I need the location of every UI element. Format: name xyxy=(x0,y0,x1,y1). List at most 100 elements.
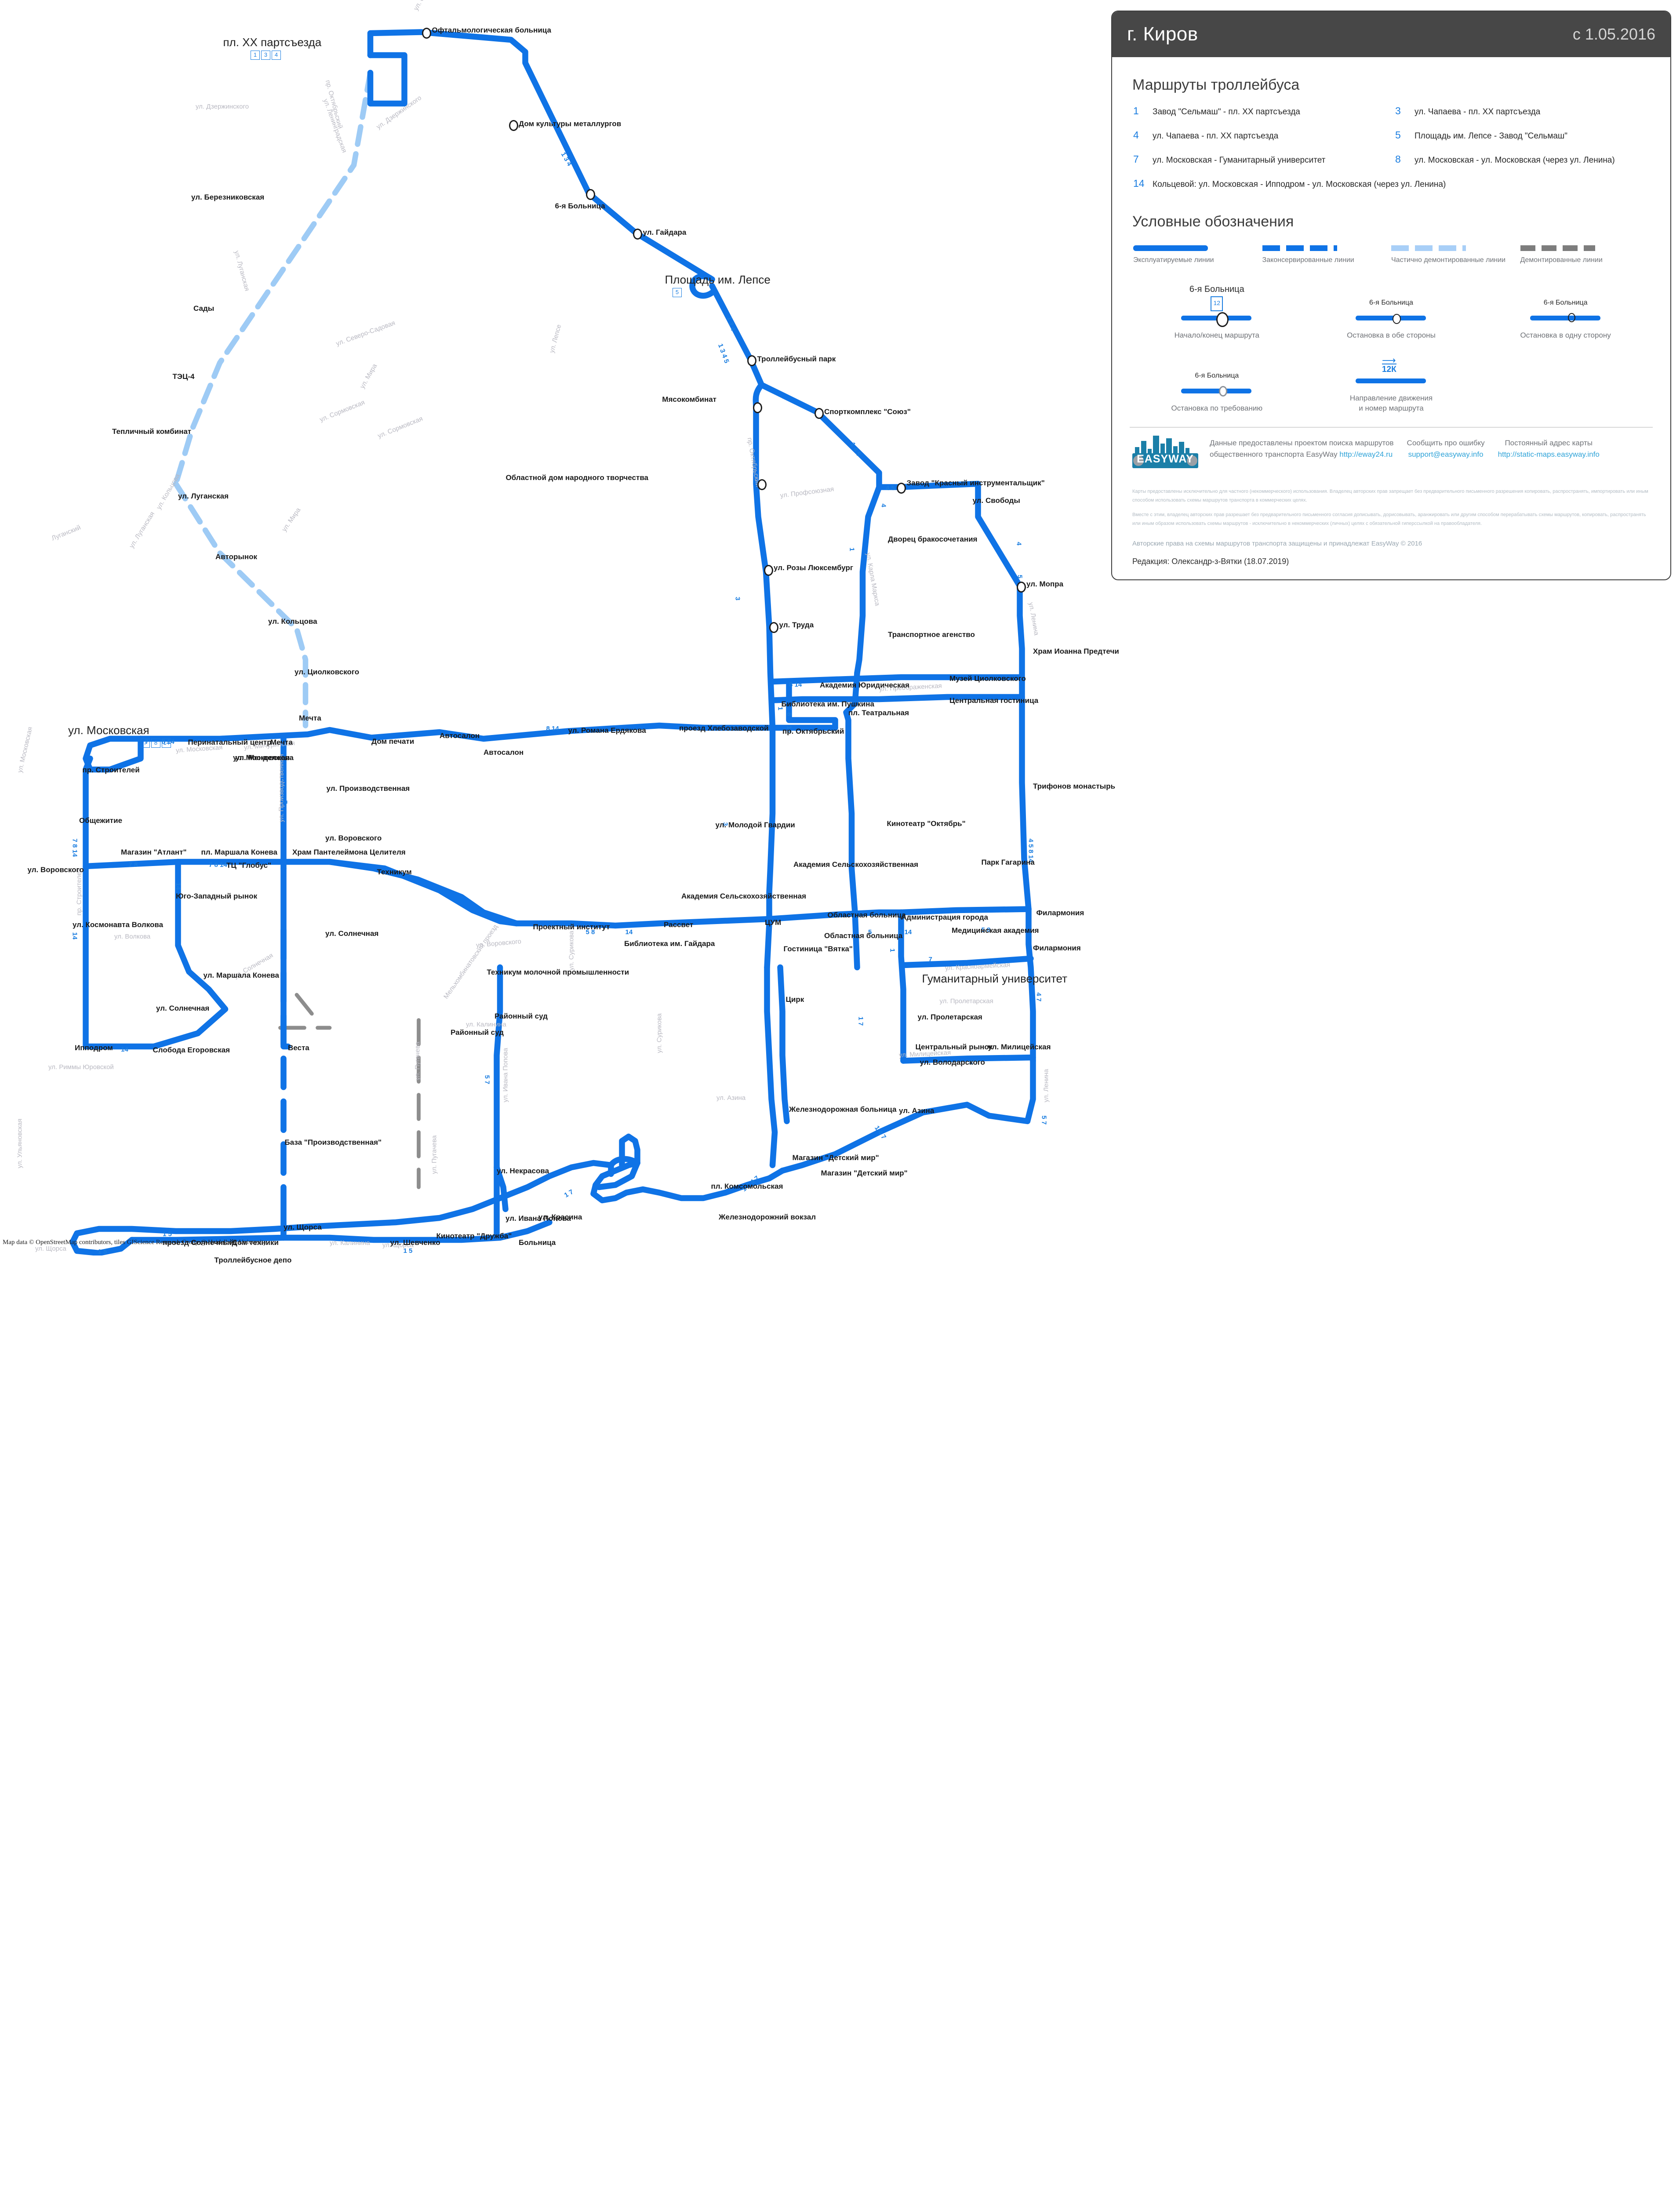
stop-label[interactable]: Академия Юридическая xyxy=(820,681,909,689)
stop-label[interactable]: пл. Комсомольская xyxy=(711,1182,783,1190)
stop-label[interactable]: ул. Розы Люксембург xyxy=(774,563,853,572)
stop-label[interactable]: Троллейбусное депо xyxy=(214,1255,292,1264)
stop-label[interactable]: ТЦ "Глобус" xyxy=(226,861,272,870)
stop-label[interactable]: Юго-Западный рынок xyxy=(176,892,258,900)
stop-label[interactable]: Проектный институт xyxy=(533,923,610,931)
stop-label[interactable]: Областная больница xyxy=(827,910,906,919)
stop-label[interactable]: Гостиница "Вятка" xyxy=(783,945,853,953)
route-item-3[interactable]: 3 ул. Чапаева - пл. ХХ партсъезда xyxy=(1395,105,1653,117)
stop-marker[interactable] xyxy=(585,189,595,200)
stop-label[interactable]: Автосалон xyxy=(484,748,524,757)
stop-label[interactable]: Транспортное агенство xyxy=(888,630,975,639)
stop-label[interactable]: ул. Производственная xyxy=(326,784,410,793)
stop-label[interactable]: ул. Красина xyxy=(538,1213,582,1221)
stop-marker[interactable] xyxy=(422,27,431,39)
stop-marker[interactable] xyxy=(753,402,762,413)
stop-label[interactable]: ул. Луганская xyxy=(178,492,229,500)
stop-label[interactable]: ул. Кольцова xyxy=(268,617,317,626)
stop-label[interactable]: ул. Некрасова xyxy=(497,1167,549,1175)
stop-marker[interactable] xyxy=(509,120,518,131)
stop-label[interactable]: 6-я Больница xyxy=(555,202,605,210)
stop-label[interactable]: Офтальмологическая больница xyxy=(432,26,551,34)
stop-label[interactable]: Областная больница xyxy=(824,932,903,940)
stop-label[interactable]: Дом техники xyxy=(232,1238,279,1247)
stop-label[interactable]: Рассвет xyxy=(664,921,694,929)
stop-marker[interactable] xyxy=(769,622,778,633)
stop-label[interactable]: Троллейбусный парк xyxy=(757,354,836,363)
stop-label[interactable]: Администрация города xyxy=(901,913,989,921)
stop-label[interactable]: ул. Маршала Конева xyxy=(203,971,279,979)
stop-label[interactable]: ул. Воровского xyxy=(325,833,382,842)
stop-label[interactable]: Тепличный комбинат xyxy=(112,427,192,436)
stop-label[interactable]: ул. Космонавта Волкова xyxy=(73,921,164,929)
stop-label[interactable]: Больница xyxy=(519,1238,556,1247)
stop-label[interactable]: ул. Ивана Попова xyxy=(505,1214,571,1223)
stop-label[interactable]: Филармония xyxy=(1033,943,1081,952)
stop-label[interactable]: ул. Гайдара xyxy=(643,228,687,237)
route-item-1[interactable]: 1 Завод "Сельмаш" - пл. ХХ партсъезда xyxy=(1133,105,1391,117)
stop-label[interactable]: Центральный рынок xyxy=(915,1042,993,1051)
stop-label[interactable]: Магазин "Детский мир" xyxy=(792,1154,879,1162)
stop-label[interactable]: Трифонов монастырь xyxy=(1033,782,1116,790)
stop-label[interactable]: Дом печати xyxy=(371,737,415,746)
stop-label[interactable]: ул. Милицейская xyxy=(988,1042,1051,1051)
stop-label[interactable]: Авторынок xyxy=(215,552,258,561)
stop-label[interactable]: проезд Солнечный xyxy=(163,1238,234,1247)
stop-label[interactable]: ул. Березниковская xyxy=(191,193,265,201)
stop-marker[interactable] xyxy=(897,482,906,494)
stop-label[interactable]: ул. Пролетарская xyxy=(917,1013,982,1021)
stop-label[interactable]: ТЭЦ-4 xyxy=(172,372,195,381)
stop-label[interactable]: пл. Маршала Конева xyxy=(201,848,278,856)
stop-label[interactable]: Академия Сельскохозяйственная xyxy=(681,892,806,900)
stop-label[interactable]: Филармония xyxy=(1036,908,1084,917)
stop-label[interactable]: Центральная гостиница xyxy=(949,696,1039,705)
stop-label[interactable]: Магазин "Атлант" xyxy=(121,848,187,856)
stop-label[interactable]: Автосалон xyxy=(440,731,480,740)
stop-label[interactable]: Мечта xyxy=(270,738,293,746)
stop-label[interactable]: Сады xyxy=(193,304,215,313)
stop-label[interactable]: ул. Труда xyxy=(779,620,814,629)
stop-label[interactable]: ул. Воровского xyxy=(27,866,84,874)
stop-label[interactable]: Железнодорожная больница xyxy=(789,1105,897,1114)
stop-label[interactable]: Завод "Красный инструментальщик" xyxy=(906,479,1045,487)
stop-label[interactable]: ул. Циолковского xyxy=(295,668,360,676)
stop-label[interactable]: Парк Гагарина xyxy=(981,858,1035,866)
stop-marker[interactable] xyxy=(633,229,642,240)
stop-label[interactable]: ЦУМ xyxy=(765,918,782,927)
terminal-label-1[interactable]: Площадь им. Лепсе xyxy=(665,273,771,286)
route-item-7[interactable]: 7 ул. Московская - Гуманитарный университ… xyxy=(1133,153,1391,165)
stop-label[interactable]: ул. Солнечная xyxy=(156,1004,210,1012)
route-item-5[interactable]: 5 Площадь им. Лепсе - Завод "Сельмаш" xyxy=(1395,129,1653,141)
stop-label[interactable]: Дом культуры металлургов xyxy=(519,119,622,128)
stop-label[interactable]: Техникум xyxy=(377,868,412,876)
stop-label[interactable]: Кинотеатр "Дружба" xyxy=(436,1231,512,1240)
stop-label[interactable]: Перинатальный центр xyxy=(188,738,272,746)
stop-label[interactable]: Слобода Егоровская xyxy=(153,1046,230,1054)
stop-label[interactable]: Общежитие xyxy=(79,816,123,825)
stop-marker[interactable] xyxy=(1016,581,1026,593)
stop-label[interactable]: Кинотеатр "Октябрь" xyxy=(887,819,966,828)
terminal-label-5[interactable]: Гуманитарный университет xyxy=(922,972,1068,985)
stop-label[interactable]: ул. Солнечная xyxy=(325,929,379,938)
stop-label[interactable]: Веста xyxy=(288,1044,309,1052)
stop-label[interactable]: Магазин "Детский мир" xyxy=(821,1169,908,1177)
stop-label[interactable]: ул. Молодой Гвардии xyxy=(715,820,795,829)
stop-label[interactable]: пр. Строителей xyxy=(82,765,140,774)
stop-label[interactable]: пр. Октябрьский xyxy=(782,727,844,735)
stop-label[interactable]: Железнодорожний вокзал xyxy=(719,1213,816,1221)
terminal-label-2[interactable]: ул. Московская xyxy=(68,723,149,737)
stop-marker[interactable] xyxy=(747,355,756,366)
stop-marker[interactable] xyxy=(814,408,824,419)
stop-label[interactable]: ул. Шевченко xyxy=(390,1238,440,1247)
eway-url-link[interactable]: http://eway24.ru xyxy=(1339,450,1393,459)
stop-label[interactable]: Спорткомплекс "Союз" xyxy=(824,407,911,416)
stop-label[interactable]: Мясокомбинат xyxy=(662,395,716,404)
stop-label[interactable]: ул. Романа Ердякова xyxy=(568,726,646,735)
route-item-4[interactable]: 4 ул. Чапаева - пл. ХХ партсъезда xyxy=(1133,129,1391,141)
stop-label[interactable]: Районный суд xyxy=(451,1028,504,1037)
stop-label[interactable]: Мечта xyxy=(299,714,321,722)
stop-label[interactable]: Храм Иоанна Предтечи xyxy=(1033,647,1119,655)
stop-label[interactable]: ул. Мопра xyxy=(1026,580,1064,588)
stop-label[interactable]: Академия Сельскохозяйственная xyxy=(793,860,918,869)
stop-label[interactable]: ул. Володарского xyxy=(920,1058,985,1066)
